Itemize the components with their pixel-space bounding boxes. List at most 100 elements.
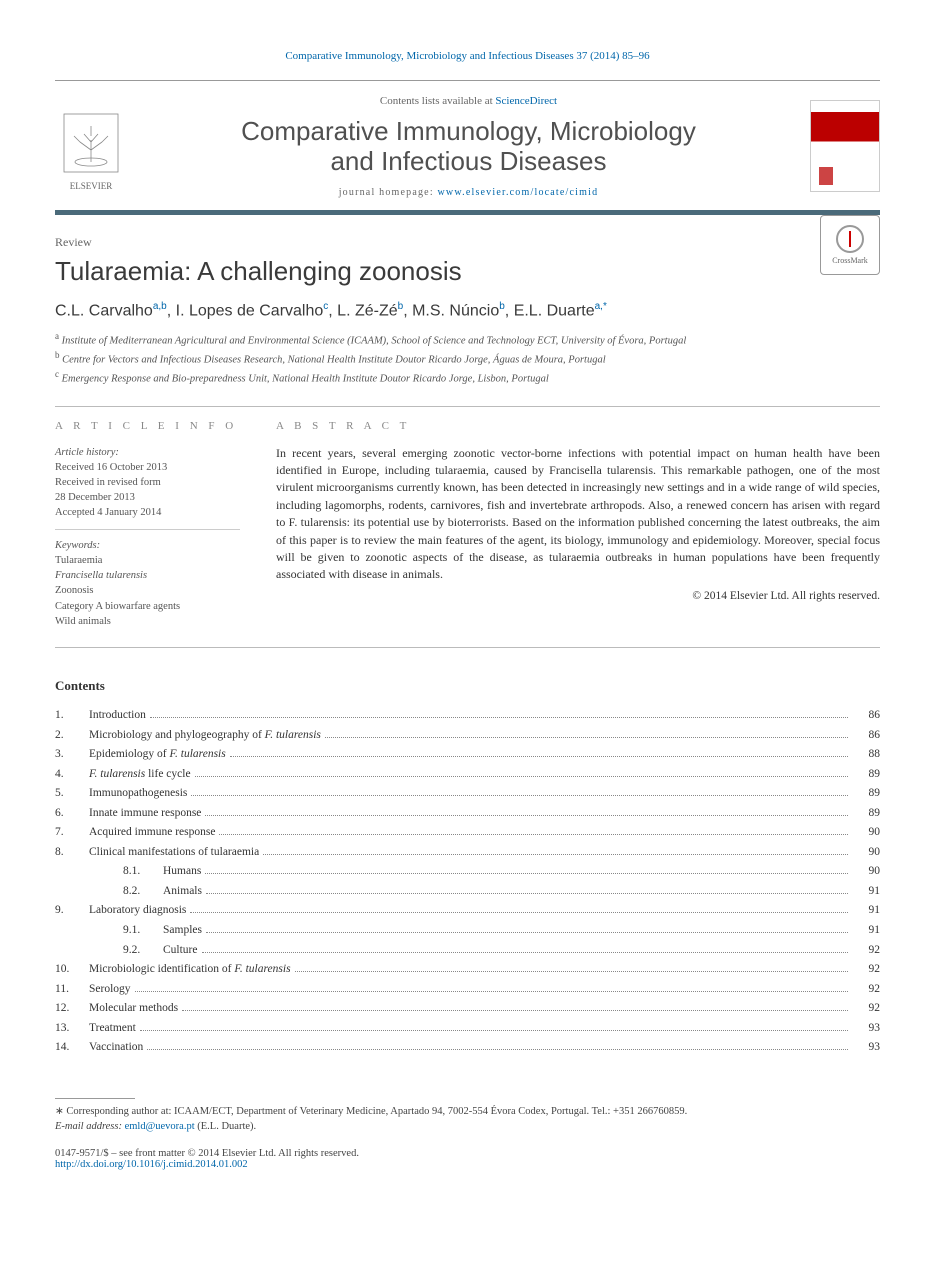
article-title: Tularaemia: A challenging zoonosis <box>55 256 880 287</box>
toc-title: Acquired immune response <box>89 823 215 843</box>
affil-c: c Emergency Response and Bio-preparednes… <box>55 368 880 387</box>
toc-title: Molecular methods <box>89 999 178 1019</box>
corr-email-suffix: (E.L. Duarte). <box>195 1121 257 1132</box>
toc-page: 92 <box>852 941 880 961</box>
abstract-copyright: © 2014 Elsevier Ltd. All rights reserved… <box>276 588 880 605</box>
toc-dots <box>150 717 848 718</box>
journal-homepage: journal homepage: www.elsevier.com/locat… <box>141 187 796 198</box>
toc-page: 91 <box>852 921 880 941</box>
toc-dots <box>206 893 848 894</box>
toc-row[interactable]: 1.Introduction86 <box>55 706 880 726</box>
divider <box>55 406 880 407</box>
toc-page: 92 <box>852 960 880 980</box>
toc-number: 11. <box>55 980 89 1000</box>
toc-page: 89 <box>852 784 880 804</box>
toc-dots <box>140 1030 848 1031</box>
abstract-hdr: A B S T R A C T <box>276 419 880 435</box>
keyword: Zoonosis <box>55 583 240 598</box>
author-list: C.L. Carvalhoa,b, I. Lopes de Carvalhoc,… <box>55 301 880 320</box>
toc-page: 86 <box>852 726 880 746</box>
issn-block: 0147-9571/$ – see front matter © 2014 El… <box>55 1148 880 1170</box>
crossmark-label: CrossMark <box>832 256 868 265</box>
issn-line: 0147-9571/$ – see front matter © 2014 El… <box>55 1148 880 1159</box>
toc-number: 8. <box>55 843 89 863</box>
toc-number: 7. <box>55 823 89 843</box>
toc-row[interactable]: 8.2.Animals91 <box>55 882 880 902</box>
toc-dots <box>206 932 848 933</box>
keyword: Tularaemia <box>55 553 240 568</box>
journal-header: ELSEVIER Contents lists available at Sci… <box>55 80 880 215</box>
history-revised-2: 28 December 2013 <box>55 490 240 505</box>
toc-title: Samples <box>163 921 202 941</box>
elsevier-label: ELSEVIER <box>70 181 113 191</box>
toc-dots <box>325 737 848 738</box>
toc-subnumber: 8.1. <box>123 862 163 882</box>
corr-author-text: ∗ Corresponding author at: ICAAM/ECT, De… <box>55 1105 880 1120</box>
toc-page: 89 <box>852 804 880 824</box>
toc-title: Culture <box>163 941 198 961</box>
sciencedirect-link[interactable]: ScienceDirect <box>495 95 557 107</box>
crossmark-icon <box>836 225 864 253</box>
journal-name: Comparative Immunology, Microbiology and… <box>141 117 796 177</box>
crossmark-badge[interactable]: CrossMark <box>820 215 880 275</box>
toc-row[interactable]: 2.Microbiology and phylogeography of F. … <box>55 726 880 746</box>
journal-cover-thumb <box>810 100 880 192</box>
toc-row[interactable]: 8.Clinical manifestations of tularaemia 9… <box>55 843 880 863</box>
toc-row[interactable]: 9.2.Culture92 <box>55 941 880 961</box>
journal-name-l2: and Infectious Diseases <box>330 146 606 176</box>
toc-page: 92 <box>852 980 880 1000</box>
toc-title: Introduction <box>89 706 146 726</box>
toc-number: 10. <box>55 960 89 980</box>
toc-title: Microbiologic identification of F. tular… <box>89 960 291 980</box>
toc-row[interactable]: 9.1.Samples91 <box>55 921 880 941</box>
toc-title: Immunopathogenesis <box>89 784 187 804</box>
contents-available-text: Contents lists available at <box>380 95 495 107</box>
toc-row[interactable]: 5.Immunopathogenesis 89 <box>55 784 880 804</box>
toc-page: 86 <box>852 706 880 726</box>
toc-row[interactable]: 12.Molecular methods92 <box>55 999 880 1019</box>
toc-row[interactable]: 14.Vaccination93 <box>55 1038 880 1058</box>
history-label: Article history: <box>55 447 119 458</box>
toc-row[interactable]: 3.Epidemiology of F. tularensis88 <box>55 745 880 765</box>
abstract: A B S T R A C T In recent years, several… <box>276 419 880 629</box>
article-info: A R T I C L E I N F O Article history: R… <box>55 419 240 629</box>
toc-page: 90 <box>852 862 880 882</box>
keywords-label: Keywords: <box>55 540 100 551</box>
toc-dots <box>263 854 848 855</box>
toc-row[interactable]: 10.Microbiologic identification of F. tu… <box>55 960 880 980</box>
divider <box>55 647 880 648</box>
table-of-contents: 1.Introduction862.Microbiology and phylo… <box>55 706 880 1058</box>
homepage-link[interactable]: www.elsevier.com/locate/cimid <box>438 187 599 198</box>
toc-dots <box>205 815 848 816</box>
toc-title: Epidemiology of F. tularensis <box>89 745 226 765</box>
toc-page: 91 <box>852 901 880 921</box>
toc-row[interactable]: 8.1.Humans90 <box>55 862 880 882</box>
toc-title: Clinical manifestations of tularaemia <box>89 843 259 863</box>
toc-row[interactable]: 7.Acquired immune response90 <box>55 823 880 843</box>
corr-email-link[interactable]: emld@uevora.pt <box>125 1121 195 1132</box>
toc-row[interactable]: 4.F. tularensis life cycle89 <box>55 765 880 785</box>
toc-dots <box>202 952 849 953</box>
keyword: Francisella tularensis <box>55 568 240 583</box>
affil-b: b Centre for Vectors and Infectious Dise… <box>55 349 880 368</box>
toc-row[interactable]: 11.Serology92 <box>55 980 880 1000</box>
toc-page: 90 <box>852 843 880 863</box>
toc-dots <box>295 971 848 972</box>
toc-row[interactable]: 6.Innate immune response89 <box>55 804 880 824</box>
toc-dots <box>195 776 848 777</box>
toc-dots <box>190 912 848 913</box>
toc-page: 92 <box>852 999 880 1019</box>
toc-dots <box>230 756 848 757</box>
doi-link[interactable]: http://dx.doi.org/10.1016/j.cimid.2014.0… <box>55 1159 248 1170</box>
toc-row[interactable]: 13.Treatment93 <box>55 1019 880 1039</box>
history-revised-1: Received in revised form <box>55 475 240 490</box>
toc-page: 93 <box>852 1019 880 1039</box>
toc-page: 89 <box>852 765 880 785</box>
toc-dots <box>135 991 848 992</box>
toc-row[interactable]: 9.Laboratory diagnosis91 <box>55 901 880 921</box>
toc-number: 2. <box>55 726 89 746</box>
elsevier-tree-icon <box>62 112 120 181</box>
keyword: Wild animals <box>55 614 240 629</box>
toc-number: 5. <box>55 784 89 804</box>
toc-dots <box>182 1010 848 1011</box>
